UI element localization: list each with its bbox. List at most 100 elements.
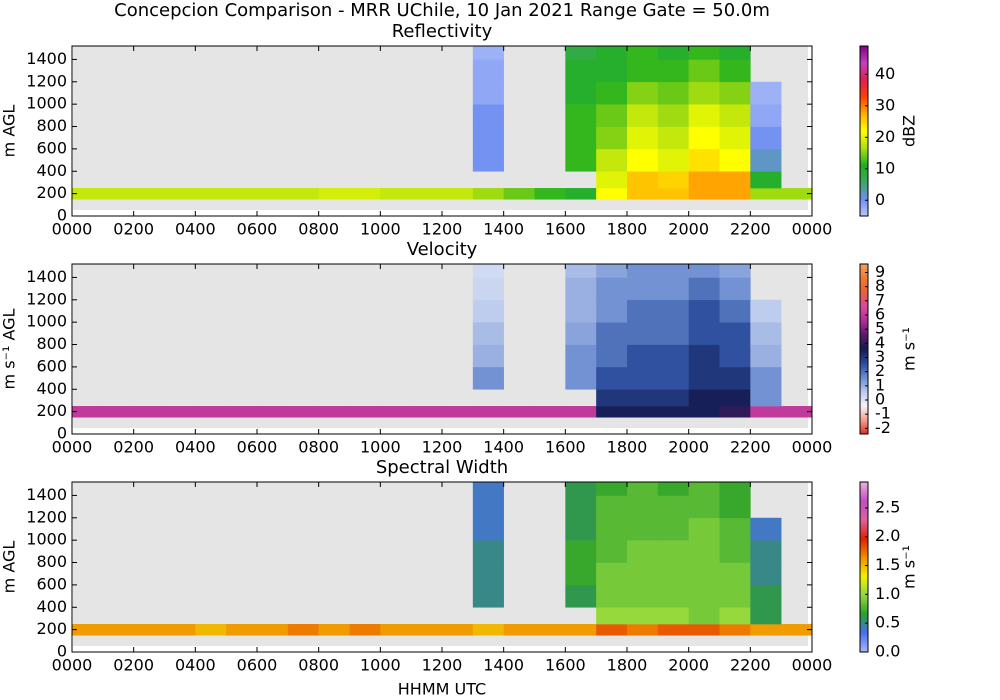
heatmap-cell xyxy=(565,584,597,608)
heatmap-cell xyxy=(596,584,628,608)
y-tick-label: 200 xyxy=(36,183,67,202)
heatmap-cell xyxy=(596,104,628,127)
y-tick-label: 0 xyxy=(57,642,67,661)
heatmap-cell xyxy=(627,59,659,83)
heatmap-cell xyxy=(657,104,689,127)
x-tick-label: 0000 xyxy=(52,656,93,675)
heatmap-cell xyxy=(657,540,689,563)
colorbar-tick-label: 1.5 xyxy=(875,555,900,574)
y-tick-label: 800 xyxy=(36,116,67,135)
heatmap-cell xyxy=(750,344,782,368)
heatmap-cell xyxy=(565,517,597,541)
heatmap-cell xyxy=(565,148,597,172)
heatmap-cell xyxy=(565,322,597,345)
heatmap-cell xyxy=(750,406,782,418)
heatmap-cell xyxy=(688,126,720,150)
x-tick-label: 2000 xyxy=(668,438,709,457)
x-tick-label: 1800 xyxy=(607,220,648,239)
heatmap-cell xyxy=(226,406,258,418)
x-tick-label: 0000 xyxy=(792,656,833,675)
x-tick-label: 0200 xyxy=(113,656,154,675)
heatmap-cell xyxy=(72,188,104,200)
y-tick-label: 0 xyxy=(57,424,67,443)
y-tick-label: 800 xyxy=(36,334,67,353)
heatmap-cell xyxy=(565,562,597,586)
y-tick-label: 1000 xyxy=(26,94,67,113)
heatmap-cell xyxy=(750,540,782,563)
colorbar-tick-label: 0 xyxy=(875,390,885,409)
heatmap-cell xyxy=(627,517,659,541)
colorbar-tick-label: 1.0 xyxy=(875,584,900,603)
heatmap-cell xyxy=(719,299,751,323)
colorbar-tick-label: 10 xyxy=(875,158,895,177)
heatmap-cell xyxy=(472,482,504,496)
heatmap-cell xyxy=(472,406,504,418)
x-tick-label: 1000 xyxy=(360,656,401,675)
x-tick-label: 0400 xyxy=(175,438,216,457)
heatmap-cell xyxy=(627,277,659,301)
heatmap-cell xyxy=(565,406,597,418)
heatmap-cell xyxy=(411,624,443,636)
y-tick-label: 400 xyxy=(36,161,67,180)
heatmap-cell xyxy=(657,81,689,105)
x-tick-label: 0400 xyxy=(175,656,216,675)
heatmap-cell xyxy=(781,624,813,636)
heatmap-cell xyxy=(318,188,350,200)
heatmap-cell xyxy=(750,104,782,127)
x-tick-label: 0200 xyxy=(113,220,154,239)
heatmap-cell xyxy=(627,584,659,608)
heatmap-cell xyxy=(657,46,689,60)
heatmap-cell xyxy=(596,148,628,172)
x-tick-label: 0600 xyxy=(237,220,278,239)
heatmap-cell xyxy=(719,624,751,636)
heatmap-cell xyxy=(750,171,782,189)
heatmap-cell xyxy=(472,366,504,390)
heatmap-cell xyxy=(472,495,504,519)
heatmap-cell xyxy=(627,344,659,368)
heatmap-cell xyxy=(596,46,628,60)
heatmap-cell xyxy=(565,59,597,83)
heatmap-cell xyxy=(596,59,628,83)
heatmap-cell xyxy=(750,607,782,625)
heatmap-cell xyxy=(750,562,782,586)
heatmap-cell xyxy=(472,148,504,172)
x-tick-label: 2000 xyxy=(668,220,709,239)
colorbar-tick-label: 5 xyxy=(875,319,885,338)
heatmap-cell xyxy=(226,624,258,636)
heatmap-cell xyxy=(688,59,720,83)
x-tick-label: 2200 xyxy=(730,220,771,239)
heatmap-cell xyxy=(472,126,504,150)
heatmap-cell xyxy=(719,540,751,563)
chart-title: Spectral Width xyxy=(376,457,508,478)
heatmap-cell xyxy=(318,624,350,636)
heatmap-cell xyxy=(287,188,319,200)
heatmap-cell xyxy=(688,624,720,636)
heatmap-cell xyxy=(596,607,628,625)
heatmap-cell xyxy=(627,104,659,127)
heatmap-cell xyxy=(750,624,782,636)
heatmap-cell xyxy=(596,277,628,301)
heatmap-cell xyxy=(657,562,689,586)
y-tick-label: 1000 xyxy=(26,312,67,331)
heatmap-cell xyxy=(627,624,659,636)
heatmap-cell xyxy=(442,188,474,200)
y-tick-label: 1400 xyxy=(26,49,67,68)
heatmap-cell xyxy=(657,344,689,368)
heatmap-cell xyxy=(688,322,720,345)
heatmap-cell xyxy=(596,495,628,519)
colorbar-label: m s⁻¹ xyxy=(900,545,919,589)
colorbar-tick-label: 0 xyxy=(875,190,885,209)
heatmap-cell xyxy=(750,81,782,105)
heatmap-cell xyxy=(750,299,782,323)
heatmap-cell xyxy=(596,81,628,105)
heatmap-cell xyxy=(102,406,134,418)
heatmap-cell xyxy=(750,389,782,407)
colorbar-tick-label: 3 xyxy=(875,347,885,366)
y-tick-label: 600 xyxy=(36,138,67,157)
colorbar-tick-label: 9 xyxy=(875,262,885,281)
heatmap-cell xyxy=(657,59,689,83)
heatmap-cell xyxy=(688,540,720,563)
y-tick-label: 1400 xyxy=(26,267,67,286)
x-tick-label: 0000 xyxy=(52,438,93,457)
